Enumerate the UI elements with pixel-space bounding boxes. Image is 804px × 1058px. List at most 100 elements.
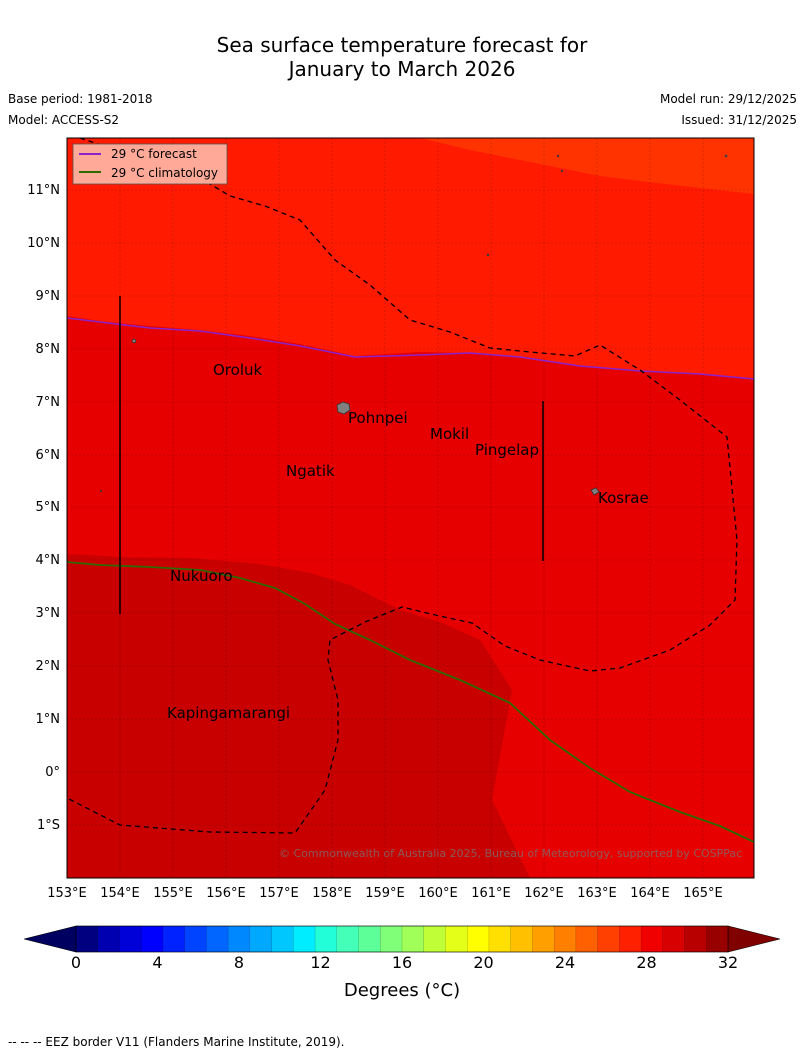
lon-label: 163°E [577, 886, 617, 901]
colorbar-bin [423, 925, 447, 953]
colorbar-tick-label: 24 [555, 953, 575, 972]
colorbar-bin [510, 925, 534, 953]
copyright-text: © Commonwealth of Australia 2025, Bureau… [279, 847, 742, 860]
lat-label: 11°N [27, 183, 60, 198]
colorbar-bin [119, 925, 142, 953]
colorbar-bin [575, 925, 599, 953]
issued-text: Issued: 31/12/2025 [681, 113, 797, 127]
lon-label: 156°E [206, 886, 246, 901]
colorbar-frame [75, 925, 729, 953]
colorbar-bin [662, 925, 686, 953]
island-dot [724, 154, 728, 158]
colorbar-tick-label: 4 [152, 953, 162, 972]
place-label: Kapingamarangi [167, 704, 290, 722]
lat-label: 0° [45, 765, 60, 780]
island-dot [99, 489, 103, 493]
model-text: Model: ACCESS-S2 [8, 113, 120, 127]
climatology-legend-label: 29 °C climatology [111, 166, 218, 180]
kosrae-island [590, 487, 600, 496]
base-period-text: Base period: 1981-2018 [8, 92, 153, 106]
colorbar-tick-label: 20 [473, 953, 493, 972]
lon-label: 154°E [100, 886, 140, 901]
lon-label: 162°E [524, 886, 564, 901]
colorbar-bin [358, 925, 381, 953]
colorbar-bin [619, 925, 642, 953]
graticule [67, 138, 754, 878]
map-title-line2: January to March 2026 [288, 57, 516, 81]
colorbar-bin [706, 925, 729, 953]
island-dot [560, 169, 564, 173]
lat-label: 6°N [36, 448, 61, 463]
colorbar-bin [532, 925, 555, 953]
pohnpei-island [336, 401, 351, 415]
colorbar-bin [467, 925, 490, 953]
eez-footer-note: -- -- -- EEZ border V11 (Flanders Marine… [8, 1035, 345, 1049]
lon-label: 165°E [683, 886, 723, 901]
lat-label: 2°N [36, 659, 61, 674]
lon-label: 161°E [471, 886, 511, 901]
colorbar-bin [140, 925, 164, 953]
colorbar-tick-label: 32 [718, 953, 738, 972]
colorbar-bin [314, 925, 338, 953]
colorbar-bin [75, 925, 99, 953]
island-dot [486, 253, 490, 257]
colorbar-low-extend [23, 925, 77, 953]
colorbar-bin [380, 925, 403, 953]
colorbar-bin [553, 925, 577, 953]
sst-field: Oroluk Pohnpei Mokil Pingelap Ngatik Kos… [67, 138, 754, 878]
colorbar-bins [75, 925, 729, 953]
colorbar-tick-label: 16 [392, 953, 412, 972]
model-run-text: Model run: 29/12/2025 [659, 92, 797, 106]
colorbar-bin [162, 925, 186, 953]
legend-box [72, 143, 228, 185]
place-label: Kosrae [598, 489, 649, 507]
colorbar-bin [249, 925, 273, 953]
lat-label: 9°N [36, 289, 61, 304]
sst-southwest-region [67, 554, 530, 878]
lon-label: 164°E [630, 886, 670, 901]
colorbar-bin [445, 925, 468, 953]
colorbar-tick-label: 12 [310, 953, 330, 972]
eez-border [67, 138, 738, 834]
lat-label: 4°N [36, 553, 61, 568]
lon-label: 153°E [47, 886, 87, 901]
lat-label: 7°N [36, 395, 61, 410]
map-frame [66, 137, 755, 879]
colorbar-bin [640, 925, 664, 953]
place-label: Oroluk [213, 361, 262, 379]
colorbar-bin [488, 925, 512, 953]
colorbar-bin [206, 925, 229, 953]
lat-label: 1°N [36, 712, 61, 727]
islands [99, 154, 728, 496]
latitude-labels: 11°N 10°N 9°N 8°N 7°N 6°N 5°N 4°N 3°N 2°… [27, 183, 60, 833]
colorbar-bin [97, 925, 121, 953]
sst-warmer-northeast-region [420, 138, 754, 194]
colorbar-tick-label: 28 [636, 953, 656, 972]
lon-label: 158°E [312, 886, 352, 901]
colorbar-tick-labels: 0 4 8 12 16 20 24 28 32 [71, 953, 738, 972]
island-dot [131, 338, 137, 344]
place-label: Ngatik [286, 462, 335, 480]
lat-label: 1°S [37, 818, 60, 833]
climatology-29c-contour [67, 561, 754, 843]
lat-label: 3°N [36, 606, 61, 621]
place-label: Mokil [430, 425, 469, 443]
colorbar-tick-label: 0 [71, 953, 81, 972]
colorbar-bin [227, 925, 251, 953]
colorbar-bin [597, 925, 620, 953]
place-label: Nukuoro [170, 567, 233, 585]
sst-above-29-region [67, 138, 754, 378]
colorbar-label: Degrees (°C) [343, 980, 461, 1001]
lat-label: 10°N [27, 236, 60, 251]
lon-label: 155°E [153, 886, 193, 901]
forecast-legend-label: 29 °C forecast [111, 147, 197, 161]
forecast-29c-contour [67, 317, 754, 380]
colorbar-bin [271, 925, 294, 953]
place-label: Pingelap [475, 441, 539, 459]
lon-label: 157°E [259, 886, 299, 901]
island-dot [556, 154, 560, 158]
colorbar: 0 4 8 12 16 20 24 28 32 [23, 925, 781, 972]
colorbar-high-extend [727, 925, 781, 953]
colorbar-bin [293, 925, 316, 953]
